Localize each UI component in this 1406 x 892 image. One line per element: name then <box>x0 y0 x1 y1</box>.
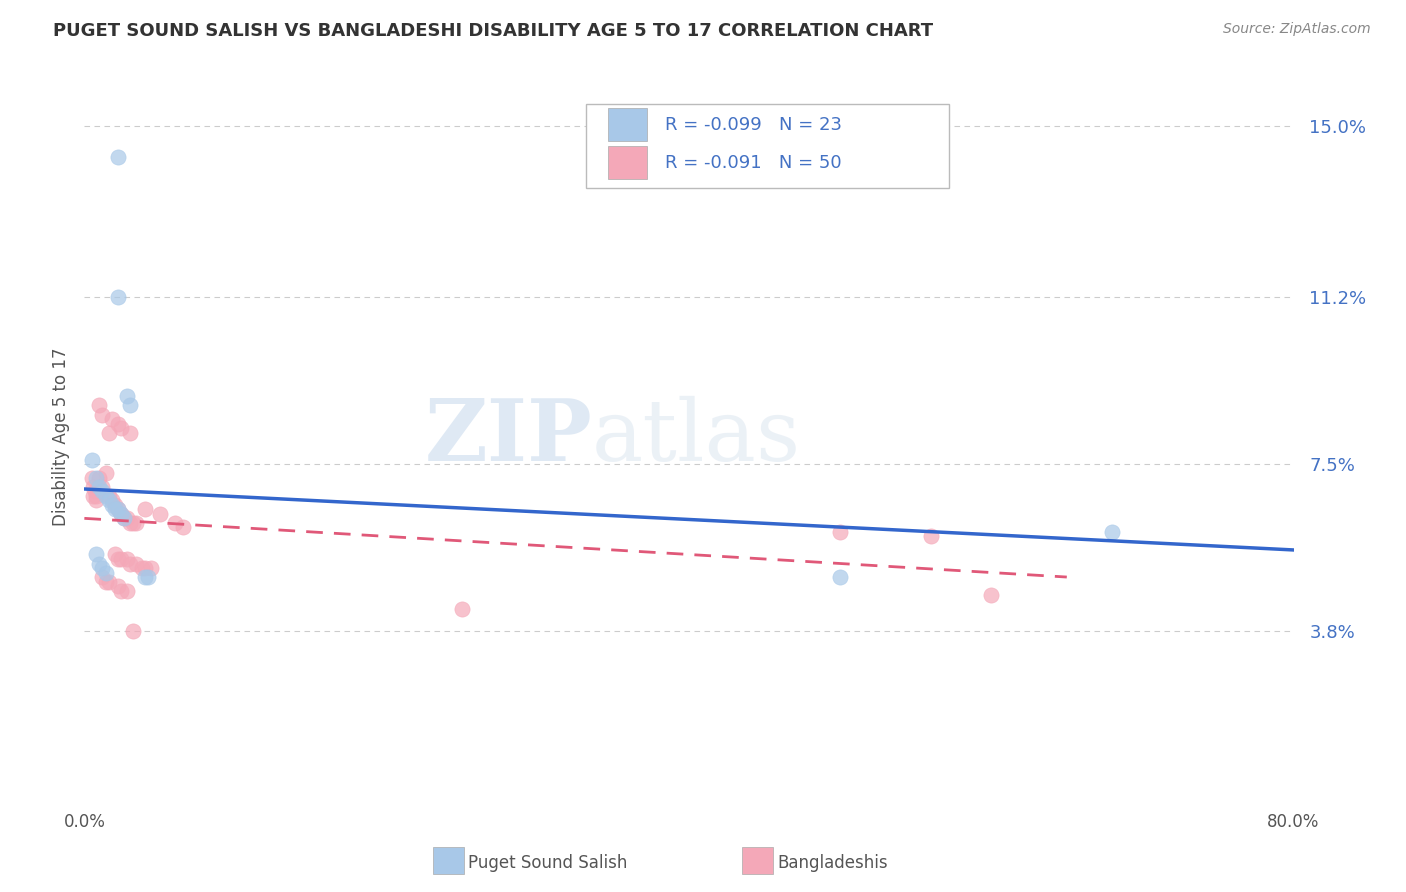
Text: ZIP: ZIP <box>425 395 592 479</box>
Point <box>91 408 114 422</box>
Point <box>94 489 117 503</box>
Point <box>107 150 129 164</box>
Point <box>91 480 114 494</box>
FancyBboxPatch shape <box>586 104 949 188</box>
Point <box>107 502 129 516</box>
Point <box>115 583 138 598</box>
Bar <box>607 146 647 179</box>
Bar <box>607 108 647 141</box>
Point <box>131 561 153 575</box>
Point <box>110 583 132 598</box>
Point <box>91 570 114 584</box>
Point <box>118 425 141 440</box>
Point <box>104 498 127 512</box>
Point <box>80 471 103 485</box>
Point <box>104 502 127 516</box>
Point <box>107 579 129 593</box>
Point <box>94 574 117 589</box>
Point <box>136 570 159 584</box>
Point <box>107 290 129 304</box>
Point <box>84 484 107 499</box>
Point <box>94 566 117 580</box>
Point <box>82 489 104 503</box>
Point <box>94 466 117 480</box>
Point <box>86 471 108 485</box>
Point <box>121 624 143 639</box>
Point <box>830 570 852 584</box>
Point <box>110 507 132 521</box>
Point <box>86 493 108 508</box>
Point <box>115 552 138 566</box>
Point <box>118 516 141 530</box>
Text: R = -0.099   N = 23: R = -0.099 N = 23 <box>665 116 842 134</box>
Point <box>89 480 111 494</box>
Point <box>451 601 474 615</box>
Point <box>110 421 132 435</box>
Text: Bangladeshis: Bangladeshis <box>778 854 889 871</box>
Point <box>125 557 148 571</box>
Point <box>91 484 114 499</box>
Point <box>107 552 129 566</box>
Point <box>86 489 108 503</box>
Point <box>134 502 156 516</box>
Point <box>134 570 156 584</box>
Point <box>1101 524 1123 539</box>
Text: atlas: atlas <box>592 395 801 479</box>
Point <box>121 516 143 530</box>
Point <box>89 399 111 413</box>
Point <box>86 548 108 562</box>
Point <box>100 493 122 508</box>
Point <box>112 511 135 525</box>
Point <box>97 574 120 589</box>
Point <box>118 557 141 571</box>
Text: Puget Sound Salish: Puget Sound Salish <box>468 854 627 871</box>
Point <box>100 498 122 512</box>
Point <box>115 511 138 525</box>
Y-axis label: Disability Age 5 to 17: Disability Age 5 to 17 <box>52 348 70 526</box>
Point <box>104 548 127 562</box>
Point <box>97 493 120 508</box>
Point <box>172 520 194 534</box>
Point <box>125 516 148 530</box>
Point <box>97 425 120 440</box>
Point <box>110 552 132 566</box>
Point <box>920 529 942 543</box>
Point <box>110 507 132 521</box>
Point <box>165 516 187 530</box>
Text: Source: ZipAtlas.com: Source: ZipAtlas.com <box>1223 22 1371 37</box>
Point <box>100 412 122 426</box>
Point <box>149 507 172 521</box>
Point <box>139 561 162 575</box>
Point <box>107 417 129 431</box>
Point <box>830 524 852 539</box>
Point <box>89 471 111 485</box>
Point <box>89 557 111 571</box>
Point <box>115 389 138 403</box>
Point <box>134 561 156 575</box>
Point <box>112 511 135 525</box>
Text: R = -0.091   N = 50: R = -0.091 N = 50 <box>665 153 841 172</box>
Text: PUGET SOUND SALISH VS BANGLADESHI DISABILITY AGE 5 TO 17 CORRELATION CHART: PUGET SOUND SALISH VS BANGLADESHI DISABI… <box>53 22 934 40</box>
Point <box>91 561 114 575</box>
Point <box>980 588 1002 602</box>
Point <box>80 452 103 467</box>
Point <box>118 399 141 413</box>
Point <box>97 489 120 503</box>
Point <box>107 502 129 516</box>
Point <box>82 480 104 494</box>
